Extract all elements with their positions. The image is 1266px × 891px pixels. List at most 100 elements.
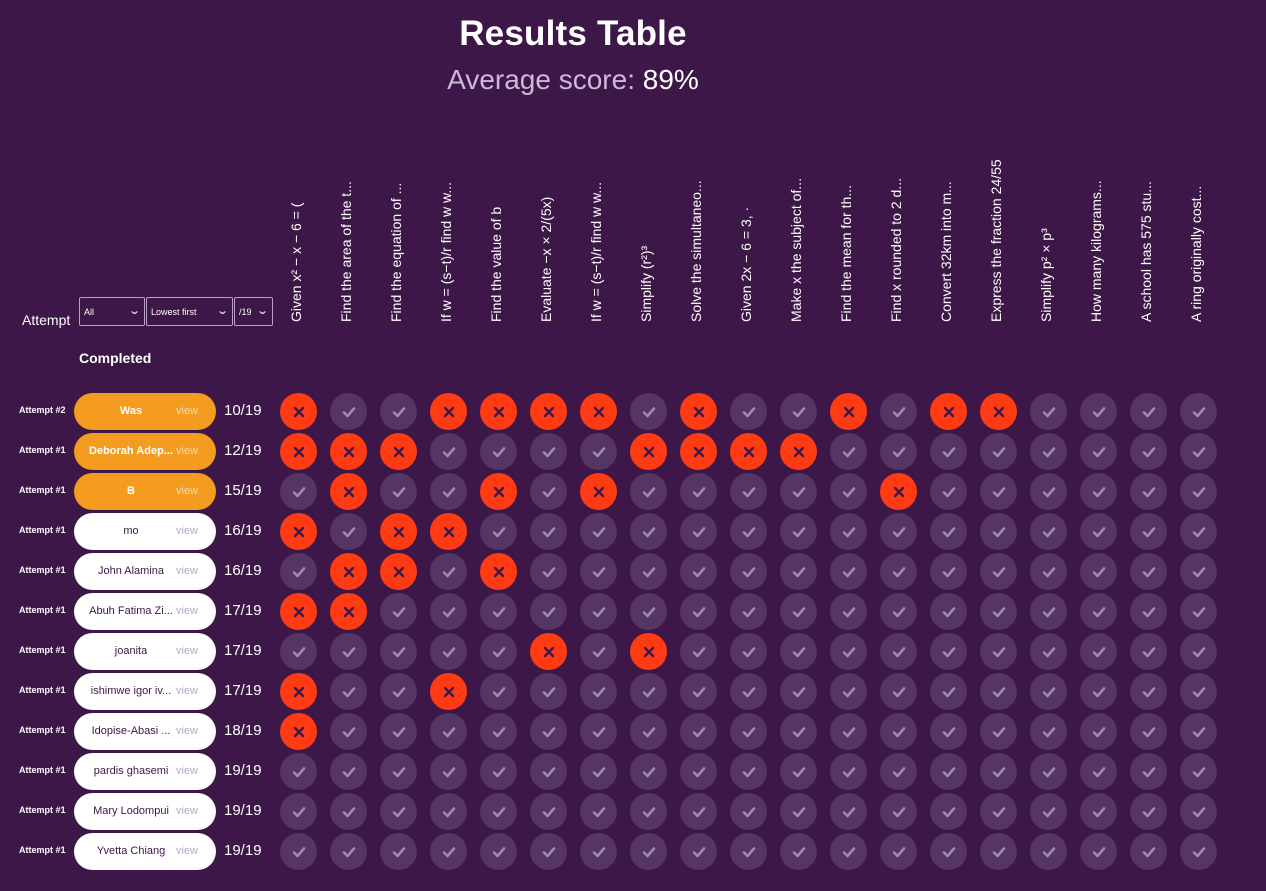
student-pill[interactable]: Deborah Adep... view xyxy=(74,433,216,470)
student-pill[interactable]: Yvetta Chiang view xyxy=(74,833,216,870)
correct-answer-cell[interactable] xyxy=(1180,713,1217,750)
correct-answer-cell[interactable] xyxy=(730,473,767,510)
correct-answer-cell[interactable] xyxy=(630,713,667,750)
correct-answer-cell[interactable] xyxy=(1130,633,1167,670)
correct-answer-cell[interactable] xyxy=(880,513,917,550)
correct-answer-cell[interactable] xyxy=(730,833,767,870)
correct-answer-cell[interactable] xyxy=(1180,753,1217,790)
correct-answer-cell[interactable] xyxy=(630,393,667,430)
correct-answer-cell[interactable] xyxy=(530,433,567,470)
view-link[interactable]: view xyxy=(176,725,199,737)
incorrect-answer-cell[interactable] xyxy=(880,473,917,510)
correct-answer-cell[interactable] xyxy=(780,513,817,550)
correct-answer-cell[interactable] xyxy=(280,633,317,670)
correct-answer-cell[interactable] xyxy=(1030,433,1067,470)
correct-answer-cell[interactable] xyxy=(1030,513,1067,550)
correct-answer-cell[interactable] xyxy=(530,793,567,830)
correct-answer-cell[interactable] xyxy=(680,473,717,510)
correct-answer-cell[interactable] xyxy=(730,753,767,790)
correct-answer-cell[interactable] xyxy=(680,553,717,590)
correct-answer-cell[interactable] xyxy=(330,713,367,750)
correct-answer-cell[interactable] xyxy=(880,633,917,670)
correct-answer-cell[interactable] xyxy=(1130,513,1167,550)
correct-answer-cell[interactable] xyxy=(980,473,1017,510)
correct-answer-cell[interactable] xyxy=(1030,553,1067,590)
correct-answer-cell[interactable] xyxy=(630,593,667,630)
correct-answer-cell[interactable] xyxy=(380,753,417,790)
correct-answer-cell[interactable] xyxy=(630,473,667,510)
correct-answer-cell[interactable] xyxy=(530,593,567,630)
incorrect-answer-cell[interactable] xyxy=(280,433,317,470)
student-pill[interactable]: Was view xyxy=(74,393,216,430)
correct-answer-cell[interactable] xyxy=(780,833,817,870)
correct-answer-cell[interactable] xyxy=(580,713,617,750)
correct-answer-cell[interactable] xyxy=(980,513,1017,550)
correct-answer-cell[interactable] xyxy=(730,793,767,830)
correct-answer-cell[interactable] xyxy=(1130,553,1167,590)
incorrect-answer-cell[interactable] xyxy=(530,393,567,430)
correct-answer-cell[interactable] xyxy=(1130,753,1167,790)
incorrect-answer-cell[interactable] xyxy=(280,593,317,630)
correct-answer-cell[interactable] xyxy=(830,473,867,510)
correct-answer-cell[interactable] xyxy=(730,553,767,590)
correct-answer-cell[interactable] xyxy=(780,553,817,590)
correct-answer-cell[interactable] xyxy=(330,673,367,710)
correct-answer-cell[interactable] xyxy=(580,553,617,590)
correct-answer-cell[interactable] xyxy=(880,673,917,710)
correct-answer-cell[interactable] xyxy=(930,753,967,790)
student-pill[interactable]: John Alamina view xyxy=(74,553,216,590)
correct-answer-cell[interactable] xyxy=(980,713,1017,750)
correct-answer-cell[interactable] xyxy=(880,713,917,750)
incorrect-answer-cell[interactable] xyxy=(530,633,567,670)
correct-answer-cell[interactable] xyxy=(880,593,917,630)
correct-answer-cell[interactable] xyxy=(280,553,317,590)
correct-answer-cell[interactable] xyxy=(1030,713,1067,750)
correct-answer-cell[interactable] xyxy=(330,833,367,870)
correct-answer-cell[interactable] xyxy=(1030,393,1067,430)
correct-answer-cell[interactable] xyxy=(680,513,717,550)
correct-answer-cell[interactable] xyxy=(530,713,567,750)
correct-answer-cell[interactable] xyxy=(480,673,517,710)
correct-answer-cell[interactable] xyxy=(530,753,567,790)
attempt-filter-select[interactable]: All ⌄ xyxy=(79,297,145,326)
correct-answer-cell[interactable] xyxy=(1130,433,1167,470)
correct-answer-cell[interactable] xyxy=(1130,793,1167,830)
incorrect-answer-cell[interactable] xyxy=(330,553,367,590)
correct-answer-cell[interactable] xyxy=(780,473,817,510)
correct-answer-cell[interactable] xyxy=(730,513,767,550)
correct-answer-cell[interactable] xyxy=(930,433,967,470)
correct-answer-cell[interactable] xyxy=(430,753,467,790)
incorrect-answer-cell[interactable] xyxy=(280,673,317,710)
correct-answer-cell[interactable] xyxy=(1130,393,1167,430)
incorrect-answer-cell[interactable] xyxy=(480,473,517,510)
correct-answer-cell[interactable] xyxy=(1030,633,1067,670)
correct-answer-cell[interactable] xyxy=(930,633,967,670)
correct-answer-cell[interactable] xyxy=(1080,833,1117,870)
correct-answer-cell[interactable] xyxy=(580,633,617,670)
incorrect-answer-cell[interactable] xyxy=(380,513,417,550)
correct-answer-cell[interactable] xyxy=(530,833,567,870)
correct-answer-cell[interactable] xyxy=(780,753,817,790)
incorrect-answer-cell[interactable] xyxy=(480,553,517,590)
correct-answer-cell[interactable] xyxy=(780,793,817,830)
correct-answer-cell[interactable] xyxy=(330,633,367,670)
correct-answer-cell[interactable] xyxy=(1080,433,1117,470)
correct-answer-cell[interactable] xyxy=(1030,673,1067,710)
correct-answer-cell[interactable] xyxy=(930,473,967,510)
correct-answer-cell[interactable] xyxy=(480,593,517,630)
correct-answer-cell[interactable] xyxy=(630,833,667,870)
incorrect-answer-cell[interactable] xyxy=(580,393,617,430)
correct-answer-cell[interactable] xyxy=(430,433,467,470)
correct-answer-cell[interactable] xyxy=(980,673,1017,710)
max-score-select[interactable]: /19 ⌄ xyxy=(234,297,273,326)
correct-answer-cell[interactable] xyxy=(1030,793,1067,830)
correct-answer-cell[interactable] xyxy=(680,753,717,790)
correct-answer-cell[interactable] xyxy=(730,673,767,710)
correct-answer-cell[interactable] xyxy=(880,393,917,430)
correct-answer-cell[interactable] xyxy=(430,793,467,830)
correct-answer-cell[interactable] xyxy=(830,633,867,670)
correct-answer-cell[interactable] xyxy=(880,553,917,590)
correct-answer-cell[interactable] xyxy=(580,593,617,630)
correct-answer-cell[interactable] xyxy=(930,793,967,830)
